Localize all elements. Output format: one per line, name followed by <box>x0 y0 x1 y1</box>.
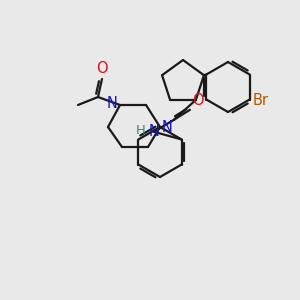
Text: O: O <box>96 61 108 76</box>
Text: Br: Br <box>253 93 269 108</box>
Text: N: N <box>107 97 118 112</box>
Text: H: H <box>136 124 146 137</box>
Text: N: N <box>148 124 159 139</box>
Text: O: O <box>192 93 204 108</box>
Text: N: N <box>162 119 173 134</box>
